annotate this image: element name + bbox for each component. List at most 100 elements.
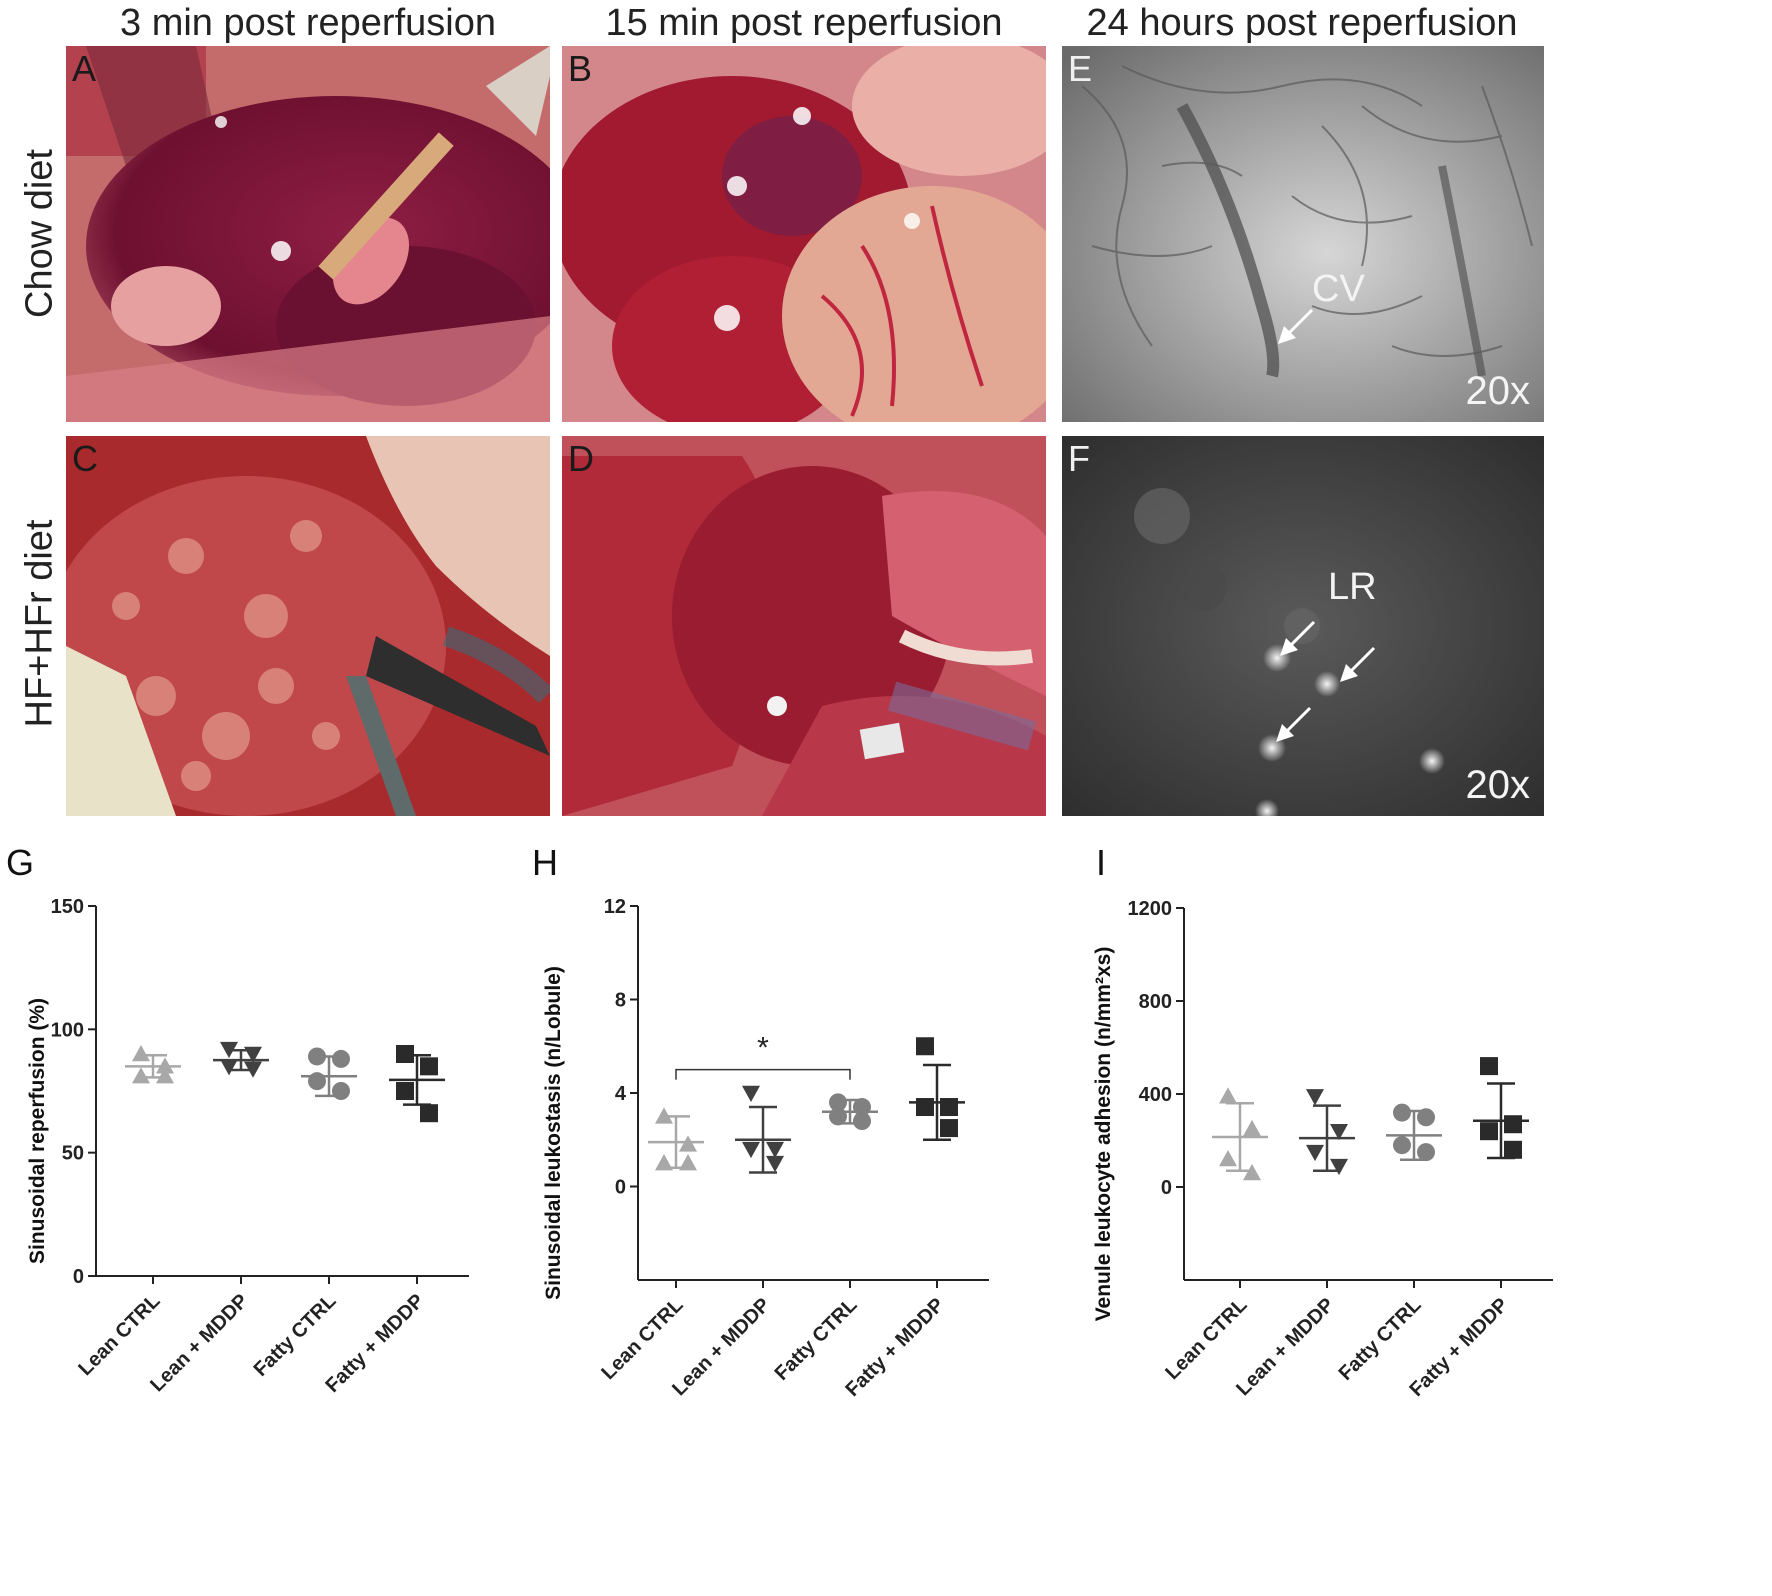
data-point [655, 1154, 673, 1171]
y-tick-label: 1200 [1128, 898, 1173, 920]
data-point [396, 1082, 414, 1100]
chart-panel-i: 0 400 800 1200 Venule leukocyte adhesion (n/… [1090, 880, 1650, 1580]
photo-panel-c: C [66, 436, 550, 816]
data-point [332, 1049, 350, 1068]
y-axis-label: Venule leukocyte adhesion (n/mm²xs) [1092, 947, 1115, 1322]
data-point [679, 1154, 697, 1171]
data-point [916, 1098, 934, 1117]
series-group [909, 1037, 965, 1141]
data-point [132, 1045, 150, 1062]
data-point [853, 1098, 871, 1117]
y-tick-label: 150 [51, 896, 84, 918]
chart-svg-h: 0 4 8 12 Sinusoidal leukostasis (n/Lobule) Le… [542, 896, 989, 1401]
data-point [220, 1041, 238, 1059]
x-tick-label: Fatty CTRL [771, 1294, 862, 1385]
series-group [735, 1085, 791, 1174]
y-axis-label: Sinusoidal reperfusion (%) [26, 998, 49, 1264]
data-point [916, 1037, 934, 1056]
label-lr: LR [1328, 566, 1377, 608]
arrow-icon [1336, 642, 1380, 686]
data-point [1417, 1143, 1435, 1162]
x-tick-label: Lean CTRL [74, 1290, 164, 1380]
data-point [829, 1107, 847, 1126]
data-point [742, 1141, 760, 1159]
panel-label-d: D [568, 438, 594, 479]
data-point [1480, 1122, 1498, 1141]
data-point [1243, 1119, 1261, 1137]
data-point [742, 1085, 760, 1102]
series-group [1212, 1087, 1268, 1181]
y-tick-label: 400 [1139, 1084, 1172, 1106]
panel-label-c: C [72, 438, 98, 479]
x-tick-label: Fatty CTRL [1335, 1294, 1426, 1385]
data-point [766, 1141, 784, 1159]
data-point [1330, 1124, 1348, 1141]
data-point [220, 1059, 238, 1076]
panel-label-f: F [1068, 438, 1090, 479]
data-point [420, 1104, 438, 1123]
data-point [156, 1067, 174, 1084]
y-tick-label: 0 [615, 1177, 626, 1199]
data-point [655, 1107, 673, 1124]
photo-panel-d: D [562, 436, 1046, 816]
chart-panel-g: 0 50 100 150 Sinusoidal reperfusion (%) Lean … [0, 880, 520, 1580]
data-point [244, 1061, 262, 1078]
data-point [1306, 1144, 1324, 1162]
microscopy-panel-f: F LR 20x [1062, 436, 1544, 816]
label-cv: CV [1312, 268, 1365, 310]
data-point [1330, 1158, 1348, 1176]
series-group [1299, 1089, 1355, 1176]
series-group [822, 1093, 878, 1131]
data-point [1393, 1103, 1411, 1122]
data-point [156, 1057, 174, 1074]
y-tick-label: 0 [73, 1266, 84, 1288]
significance-label: * [757, 1032, 769, 1065]
arrow-icon [1274, 304, 1318, 348]
column-title-15min: 15 min post reperfusion [605, 2, 1003, 44]
magnification-label-f: 20x [1465, 763, 1531, 807]
significance-bracket [675, 1068, 851, 1080]
series-group [648, 1107, 704, 1171]
panel-label-g: G [6, 842, 35, 883]
row-title-hfhfr: HF+HFr diet [18, 519, 61, 728]
series-group [125, 1045, 181, 1084]
microscopy-panel-e: E CV 20x [1062, 46, 1544, 422]
data-point [308, 1072, 326, 1091]
data-point [1219, 1150, 1237, 1167]
data-point [766, 1155, 784, 1173]
panel-label-b: B [568, 48, 593, 89]
series-group [213, 1041, 269, 1078]
series-group [301, 1047, 357, 1100]
data-point [1306, 1089, 1324, 1106]
data-point [132, 1067, 150, 1084]
x-tick-label: Lean CTRL [1161, 1294, 1251, 1384]
y-axis-label: Sinusoidal leukostasis (n/Lobule) [542, 966, 565, 1300]
chart-svg-i: 0 400 800 1200 Venule leukocyte adhesion (n/… [1092, 898, 1553, 1401]
data-point [332, 1082, 350, 1100]
data-point [420, 1057, 438, 1076]
arrow-icon [1276, 616, 1320, 660]
y-tick-label: 100 [51, 1019, 84, 1041]
series-group [1473, 1057, 1529, 1160]
row-title-chow: Chow diet [18, 149, 61, 318]
data-point [1417, 1108, 1435, 1127]
data-point [1243, 1164, 1261, 1181]
x-tick-label: Lean CTRL [597, 1294, 687, 1384]
y-tick-label: 8 [615, 990, 626, 1012]
data-point [829, 1093, 847, 1112]
panel-label-a: A [72, 48, 97, 89]
y-tick-label: 0 [1161, 1177, 1172, 1199]
data-point [940, 1098, 958, 1117]
panel-label-h: H [532, 842, 558, 883]
data-point [1504, 1140, 1522, 1159]
chart-panel-h: 0 4 8 12 Sinusoidal leukostasis (n/Lobule) Le… [526, 880, 1086, 1580]
data-point [940, 1119, 958, 1138]
series-group [389, 1045, 445, 1123]
x-tick-label: Fatty CTRL [250, 1290, 341, 1381]
data-point [1504, 1115, 1522, 1134]
data-point [308, 1047, 326, 1066]
data-point [679, 1135, 697, 1152]
column-title-3min: 3 min post reperfusion [120, 2, 496, 44]
data-point [1393, 1136, 1411, 1155]
y-tick-label: 4 [615, 1083, 627, 1105]
